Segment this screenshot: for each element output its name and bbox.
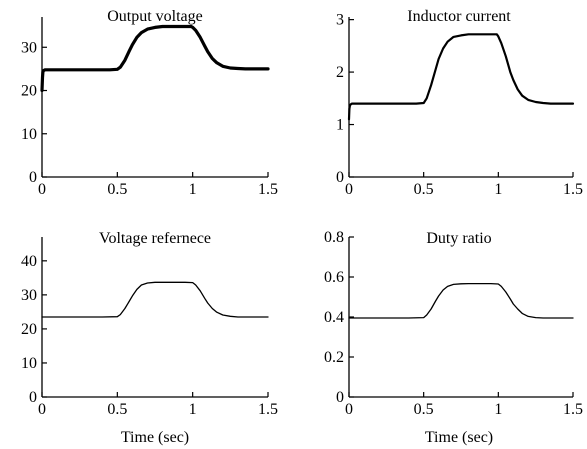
plot-area: 0 0.5 1 1.5 0 10 20 30 40	[21, 237, 278, 418]
plot-area: 0 0.5 1 1.5 0 10 20 30	[21, 17, 278, 198]
y-tick-label: 0	[29, 389, 37, 406]
y-tick-label: 2	[336, 64, 344, 81]
x-tick-label: 0	[38, 181, 46, 198]
panel-title: Voltage refernece	[99, 230, 211, 247]
y-tick-label: 3	[336, 12, 344, 29]
x-tick-label: 0.5	[414, 401, 434, 418]
panel-inductor-current: Inductor current 0 0.5 1 1.5 0 1 2 3	[336, 8, 583, 198]
y-tick-label: 0.4	[324, 309, 344, 326]
x-tick-label: 1.5	[258, 401, 278, 418]
panel-title: Inductor current	[407, 8, 511, 25]
x-tick-label: 1	[189, 401, 197, 418]
series-line	[347, 33, 575, 121]
x-tick-label: 1	[189, 181, 197, 198]
x-axis-label: Time (sec)	[121, 429, 189, 446]
panel-title: Duty ratio	[426, 230, 491, 247]
plot-area: 0 0.5 1 1.5 0 0.2 0.4 0.6 0.8	[324, 229, 583, 418]
y-tick-label: 40	[21, 253, 37, 270]
y-tick-label: 10	[21, 126, 37, 143]
panel-voltage-reference: Voltage refernece 0 0.5 1 1.5 0 10 20 30 40 Time…	[21, 230, 278, 446]
y-tick-label: 1	[336, 117, 344, 134]
x-tick-label: 0	[38, 401, 46, 418]
x-tick-label: 0	[345, 181, 353, 198]
y-tick-label: 0.8	[324, 229, 344, 246]
x-tick-label: 0.5	[414, 181, 434, 198]
x-tick-label: 1.5	[563, 401, 583, 418]
x-tick-label: 1	[494, 181, 502, 198]
y-tick-label: 0.6	[324, 269, 344, 286]
x-tick-label: 0.5	[107, 401, 127, 418]
panel-output-voltage: Output voltage 0 0.5 1 1.5 0 10 20 30	[21, 8, 278, 198]
y-tick-label: 0	[336, 389, 344, 406]
series-line	[348, 282, 574, 319]
x-tick-label: 1.5	[258, 181, 278, 198]
series-line	[41, 281, 269, 318]
panel-duty-ratio: Duty ratio 0 0.5 1 1.5 0 0.2 0.4 0.6 0.8 Time (s…	[324, 229, 583, 446]
x-tick-label: 1.5	[563, 181, 583, 198]
x-tick-label: 1	[494, 401, 502, 418]
series-line	[40, 24, 270, 93]
y-tick-label: 0	[29, 169, 37, 186]
y-tick-label: 10	[21, 355, 37, 372]
y-tick-label: 0.2	[324, 349, 344, 366]
y-tick-label: 30	[21, 287, 37, 304]
y-tick-label: 20	[21, 83, 37, 100]
x-tick-label: 0.5	[107, 181, 127, 198]
x-tick-label: 0	[345, 401, 353, 418]
panel-title: Output voltage	[107, 8, 203, 25]
plot-area: 0 0.5 1 1.5 0 1 2 3	[336, 12, 583, 198]
y-tick-label: 0	[336, 169, 344, 186]
y-tick-label: 20	[21, 321, 37, 338]
x-axis-label: Time (sec)	[425, 429, 493, 446]
y-tick-label: 30	[21, 39, 37, 56]
